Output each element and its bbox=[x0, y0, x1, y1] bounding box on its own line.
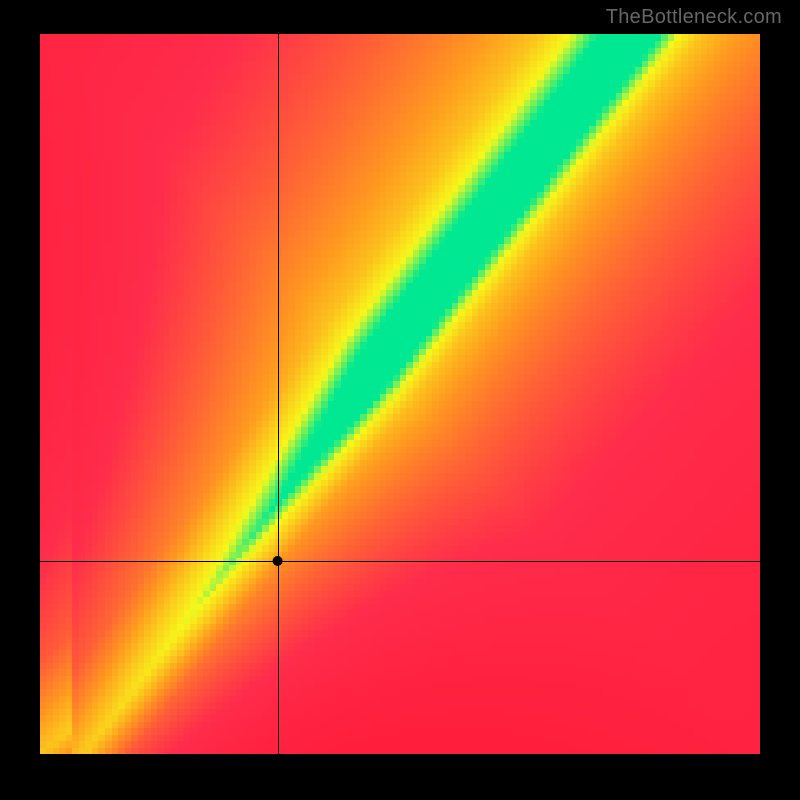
chart-frame: TheBottleneck.com bbox=[0, 0, 800, 800]
plot-area bbox=[40, 34, 760, 754]
attribution-text: TheBottleneck.com bbox=[606, 6, 782, 29]
bottleneck-heatmap bbox=[40, 34, 760, 754]
